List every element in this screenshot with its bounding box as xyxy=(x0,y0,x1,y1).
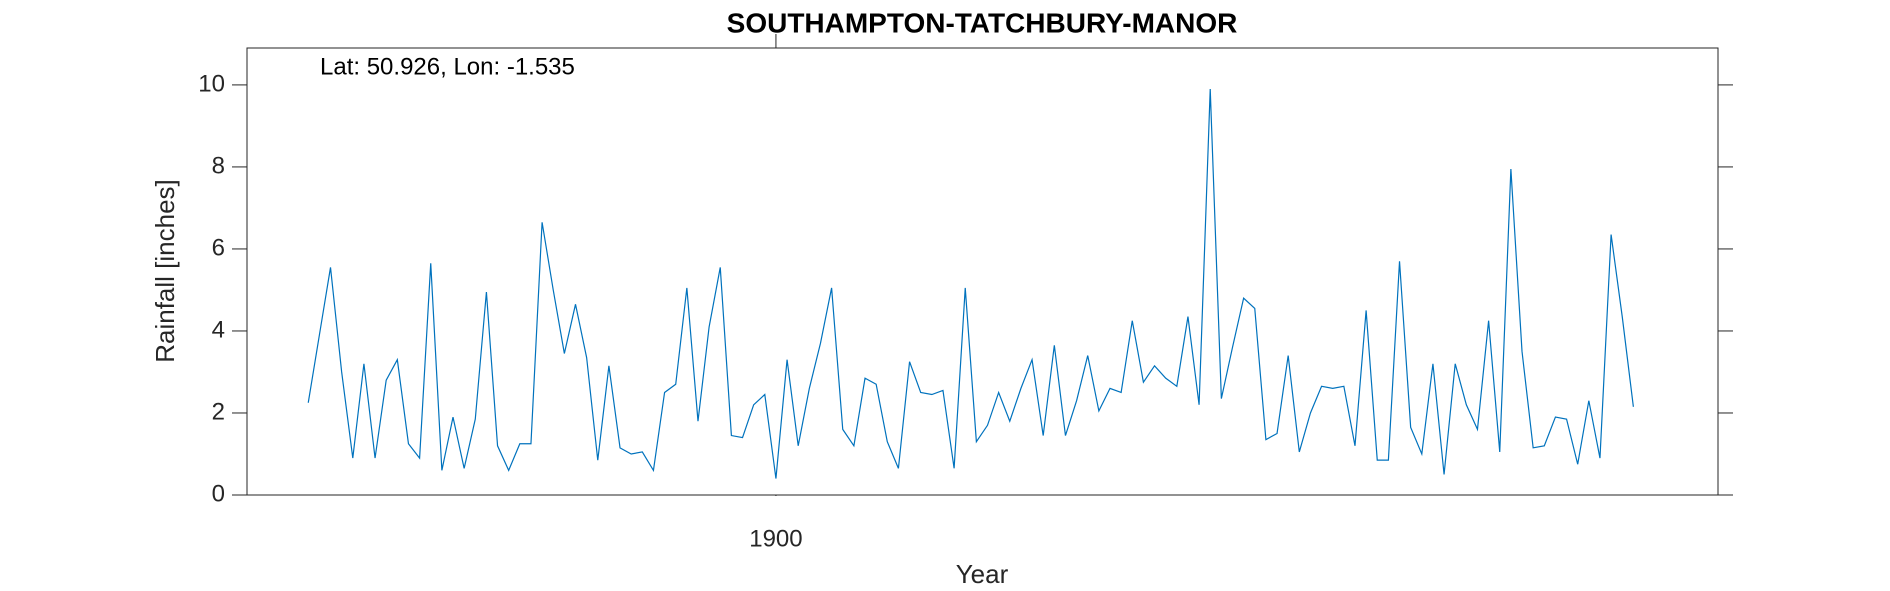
annotation: Lat: 50.926, Lon: -1.535 xyxy=(320,53,575,80)
y-tick-label: 8 xyxy=(212,152,225,179)
y-tick-label: 4 xyxy=(212,316,225,343)
axes-box xyxy=(246,47,1719,496)
y-tick-label: 2 xyxy=(212,398,225,425)
y-tick-label: 0 xyxy=(212,480,225,507)
y-axis-label: Rainfall [inches] xyxy=(150,179,180,363)
data-line xyxy=(307,88,1634,479)
chart-title: SOUTHAMPTON-TATCHBURY-MANOR xyxy=(727,7,1238,38)
y-tick-label: 6 xyxy=(212,234,225,261)
y-tick-label: 10 xyxy=(198,70,225,97)
x-tick-label: 1900 xyxy=(749,525,802,552)
x-axis-label: Year xyxy=(956,559,1009,589)
